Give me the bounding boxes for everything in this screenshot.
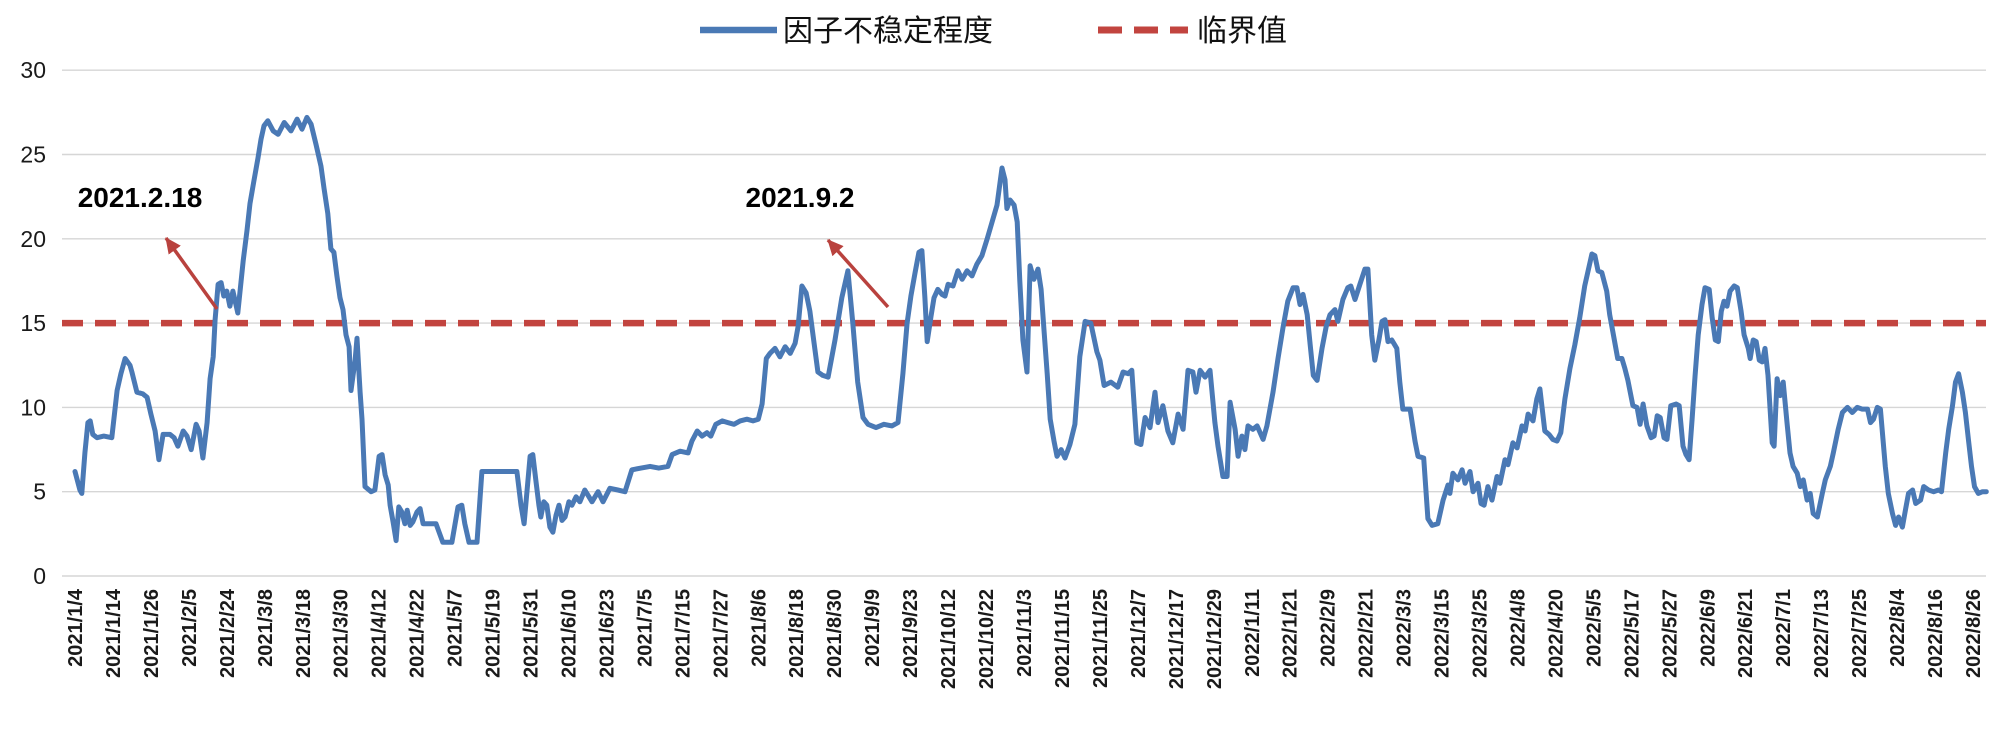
x-tick-label: 2021/8/6 [748,589,770,667]
x-tick-label: 2022/8/4 [1887,588,1909,667]
x-tick-label: 2021/1/26 [141,589,163,678]
y-tick-label: 30 [20,57,46,83]
x-tick-label: 2021/2/24 [217,588,239,678]
x-tick-label: 2021/6/10 [558,589,580,678]
x-tick-label: 2021/7/15 [672,589,694,678]
y-tick-label: 25 [20,142,46,168]
x-tick-label: 2022/5/27 [1659,589,1681,678]
x-tick-label: 2021/3/18 [293,589,315,678]
legend-threshold-label: 临界值 [1197,15,1287,48]
annotation-label: 2021.9.2 [746,182,855,213]
x-tick-label: 2021/4/22 [407,589,429,678]
annotation-arrow-icon [826,238,890,309]
x-tick-label: 2022/3/25 [1470,589,1492,678]
x-tick-label: 2021/12/7 [1128,589,1150,678]
x-tick-label: 2022/1/11 [1242,589,1264,677]
x-tick-label: 2021/1/14 [103,588,125,678]
x-tick-label: 2021/1/4 [65,588,87,667]
annotation-arrow-icon [164,236,219,311]
legend-series-label: 因子不稳定程度 [783,15,993,48]
x-tick-label: 2021/12/29 [1204,589,1226,689]
x-tick-label: 2021/10/22 [976,589,998,689]
x-tick-label: 2022/7/25 [1849,589,1871,678]
x-tick-label: 2022/8/16 [1925,589,1947,678]
x-tick-label: 2021/4/12 [369,589,391,678]
x-tick-label: 2022/8/26 [1963,589,1985,678]
x-tick-label: 2021/3/8 [255,589,277,667]
x-tick-label: 2021/5/31 [521,589,543,678]
x-tick-label: 2021/5/7 [445,589,467,667]
x-tick-label: 2022/2/21 [1356,589,1378,678]
x-tick-label: 2022/7/13 [1811,589,1833,678]
annotation-label: 2021.2.18 [78,182,203,213]
x-tick-label: 2022/4/20 [1545,589,1567,678]
x-tick-label: 2022/3/3 [1394,589,1416,667]
x-tick-label: 2022/6/21 [1735,589,1757,678]
x-tick-label: 2021/12/17 [1166,589,1188,689]
y-tick-label: 0 [33,563,46,589]
x-tick-label: 2022/3/15 [1432,589,1454,678]
x-tick-label: 2021/11/15 [1052,589,1074,688]
x-tick-label: 2021/9/23 [900,589,922,678]
x-tick-label: 2022/5/17 [1621,589,1643,678]
y-tick-label: 20 [20,226,46,252]
x-tick-label: 2022/4/8 [1507,589,1529,667]
y-tick-label: 15 [20,310,46,336]
x-tick-label: 2022/1/21 [1280,589,1302,678]
x-tick-label: 2022/7/1 [1773,589,1795,667]
y-tick-label: 10 [20,394,46,420]
x-tick-label: 2022/6/9 [1697,589,1719,667]
x-tick-label: 2021/7/27 [710,589,732,678]
x-tick-label: 2021/3/30 [331,589,353,678]
x-tick-label: 2021/5/19 [483,589,505,678]
x-tick-label: 2021/6/23 [596,589,618,678]
x-tick-label: 2022/5/5 [1583,589,1605,667]
x-tick-label: 2021/11/3 [1014,589,1036,677]
x-tick-label: 2021/10/12 [938,589,960,689]
x-tick-label: 2021/2/5 [179,589,201,667]
x-tick-label: 2021/8/18 [786,589,808,678]
x-tick-label: 2022/2/9 [1318,589,1340,667]
series-line [72,114,1989,545]
y-tick-label: 5 [33,479,46,505]
x-tick-label: 2021/11/25 [1090,589,1112,688]
x-tick-label: 2021/8/30 [824,589,846,678]
x-tick-label: 2021/7/5 [634,589,656,667]
x-tick-label: 2021/9/9 [862,589,884,667]
